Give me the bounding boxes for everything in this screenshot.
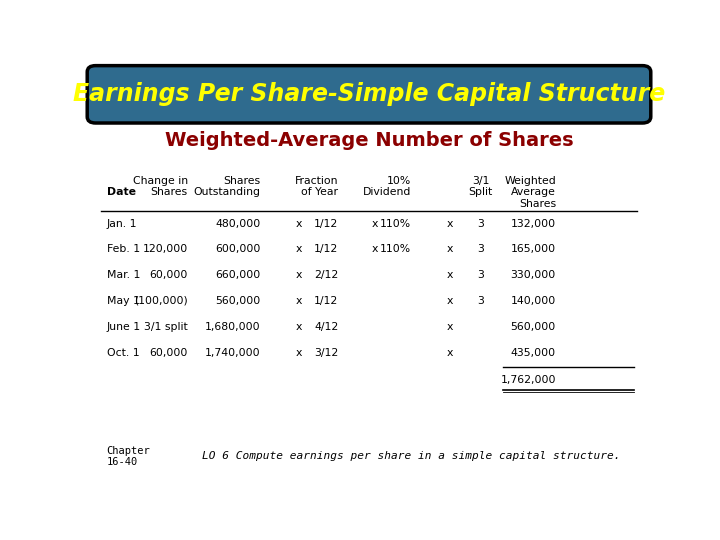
Text: 1,680,000: 1,680,000: [204, 322, 260, 332]
Text: x: x: [372, 245, 378, 254]
Text: 560,000: 560,000: [215, 296, 260, 306]
Text: Chapter
16-40: Chapter 16-40: [107, 446, 150, 467]
Text: 10%: 10%: [387, 176, 411, 186]
Text: 600,000: 600,000: [215, 245, 260, 254]
Text: 330,000: 330,000: [510, 270, 556, 280]
Text: May 1: May 1: [107, 296, 140, 306]
Text: 110%: 110%: [379, 245, 411, 254]
Text: 110%: 110%: [379, 219, 411, 228]
Text: 60,000: 60,000: [149, 348, 188, 357]
Text: Average: Average: [511, 187, 556, 198]
Text: 165,000: 165,000: [510, 245, 556, 254]
Text: 2/12: 2/12: [314, 270, 338, 280]
Text: x: x: [296, 322, 302, 332]
Text: 1/12: 1/12: [314, 296, 338, 306]
Text: x: x: [446, 219, 453, 228]
Text: Earnings Per Share-Simple Capital Structure: Earnings Per Share-Simple Capital Struct…: [73, 82, 665, 106]
Text: Shares: Shares: [223, 176, 260, 186]
Text: 132,000: 132,000: [510, 219, 556, 228]
Text: Feb. 1: Feb. 1: [107, 245, 140, 254]
Text: (100,000): (100,000): [134, 296, 188, 306]
Text: Dividend: Dividend: [362, 187, 411, 198]
Text: x: x: [446, 245, 453, 254]
Text: of Year: of Year: [301, 187, 338, 198]
Text: Split: Split: [469, 187, 492, 198]
Text: 60,000: 60,000: [149, 270, 188, 280]
Text: 3/1: 3/1: [472, 176, 490, 186]
FancyBboxPatch shape: [87, 66, 651, 123]
Text: 4/12: 4/12: [314, 322, 338, 332]
Text: Weighted-Average Number of Shares: Weighted-Average Number of Shares: [165, 131, 573, 150]
Text: 3/1 split: 3/1 split: [144, 322, 188, 332]
Text: Change in: Change in: [132, 176, 188, 186]
Text: 1,762,000: 1,762,000: [500, 375, 556, 385]
Text: Shares: Shares: [519, 199, 556, 208]
Text: Outstanding: Outstanding: [193, 187, 260, 198]
Text: LO 6 Compute earnings per share in a simple capital structure.: LO 6 Compute earnings per share in a sim…: [202, 451, 620, 462]
Text: 120,000: 120,000: [143, 245, 188, 254]
Text: 660,000: 660,000: [215, 270, 260, 280]
Text: Jan. 1: Jan. 1: [107, 219, 138, 228]
Text: 480,000: 480,000: [215, 219, 260, 228]
Text: x: x: [296, 296, 302, 306]
Text: Weighted: Weighted: [504, 176, 556, 186]
Text: 3: 3: [477, 245, 484, 254]
Text: 3: 3: [477, 296, 484, 306]
Text: x: x: [372, 219, 378, 228]
Text: 3: 3: [477, 219, 484, 228]
Text: x: x: [296, 348, 302, 357]
Text: 435,000: 435,000: [510, 348, 556, 357]
Text: x: x: [446, 296, 453, 306]
Text: Fraction: Fraction: [294, 176, 338, 186]
Text: x: x: [296, 219, 302, 228]
Text: 560,000: 560,000: [510, 322, 556, 332]
Text: 3/12: 3/12: [314, 348, 338, 357]
Text: Mar. 1: Mar. 1: [107, 270, 140, 280]
Text: June 1: June 1: [107, 322, 141, 332]
Text: 1/12: 1/12: [314, 245, 338, 254]
Text: x: x: [296, 270, 302, 280]
Text: x: x: [296, 245, 302, 254]
Text: x: x: [446, 270, 453, 280]
Text: 1/12: 1/12: [314, 219, 338, 228]
Text: 1,740,000: 1,740,000: [204, 348, 260, 357]
Text: Shares: Shares: [150, 187, 188, 198]
Text: 3: 3: [477, 270, 484, 280]
Text: Oct. 1: Oct. 1: [107, 348, 140, 357]
Text: Date: Date: [107, 187, 136, 198]
Text: x: x: [446, 322, 453, 332]
Text: x: x: [446, 348, 453, 357]
Text: 140,000: 140,000: [510, 296, 556, 306]
